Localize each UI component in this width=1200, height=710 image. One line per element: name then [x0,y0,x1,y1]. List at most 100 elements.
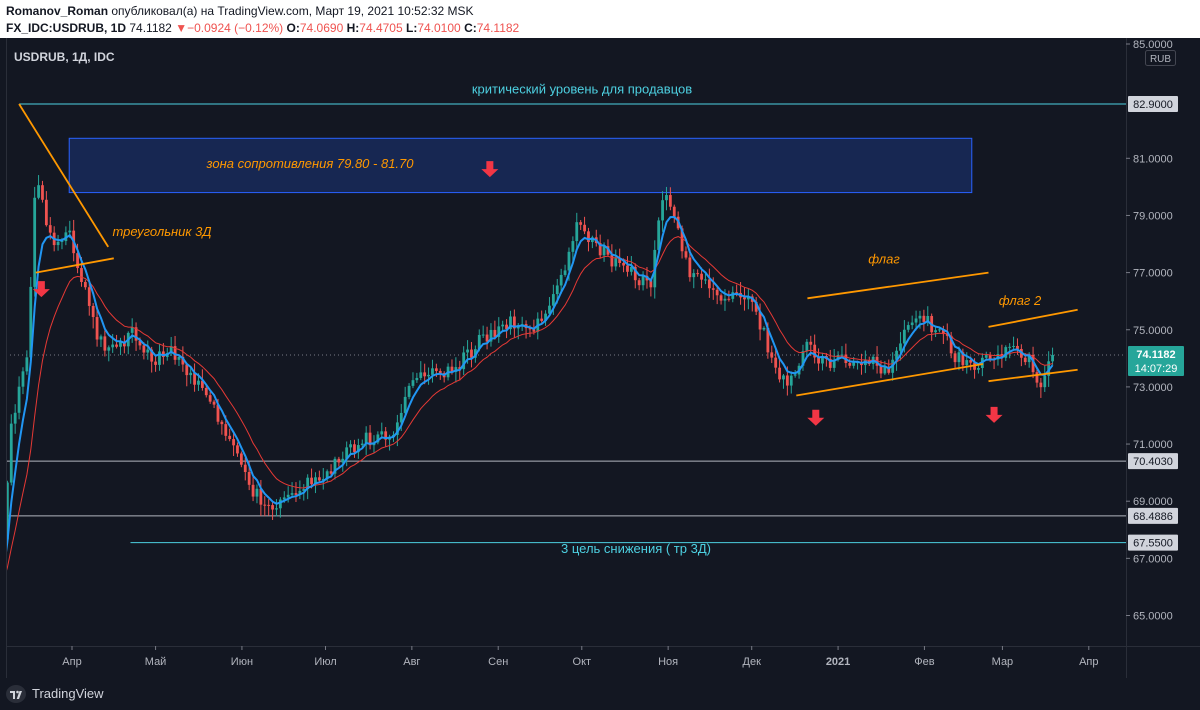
candle-body [555,285,559,295]
candle-body [29,286,33,358]
candle-body [700,273,703,280]
candle-body [836,355,840,360]
candle-body [48,225,52,233]
candle-body [941,329,945,335]
candle-body [321,479,325,481]
candle-body [945,334,949,336]
candle-body [918,315,922,319]
candle-body [949,335,953,354]
candle-body [111,344,115,348]
resistance-zone-label: зона сопротивления 79.80 - 81.70 [206,156,415,171]
candle-body [13,412,17,424]
candle-body [21,371,25,387]
candle-body [629,266,633,272]
candle-body [399,412,403,423]
candle-body [329,471,333,474]
candle-body [345,447,349,459]
critical-level-label: критический уровень для продавцов [472,81,692,96]
candle-body [770,352,774,358]
candle-body [563,270,567,275]
candle-body [1004,347,1008,358]
x-tick-label: Окт [573,656,592,668]
high-label: H: [346,21,360,35]
candle-body [902,329,906,344]
candle-body [271,505,274,510]
candle-body [232,439,235,446]
price-tag-label: 70.4030 [1133,456,1173,468]
candle-body [462,352,466,370]
candle-body [610,254,614,267]
published-text: опубликовал(а) на TradingView.com, Март … [111,4,474,18]
candle-body [485,334,489,342]
candle-body [481,334,485,336]
candle-body [793,374,797,376]
candle-body [571,241,575,252]
candle-body [434,368,438,371]
candle-body [255,488,259,497]
y-tick-label: 81.0000 [1133,153,1173,165]
price-tag-box [1128,96,1178,113]
footer-bar: TradingView [0,678,1200,710]
candle-body [411,380,415,386]
candle-body [953,353,957,363]
x-tick-label: Фев [914,656,934,668]
candle-body [470,349,473,358]
candle-body [325,471,329,480]
candle-body [403,396,407,413]
y-tick-label: 75.0000 [1133,325,1173,337]
candle-body [204,387,208,396]
candle-body [598,243,602,256]
x-tick-label: Авг [403,656,420,668]
currency-label: RUB [1150,54,1171,65]
candle-body [76,253,79,269]
candle-body [501,324,505,327]
candle-body [83,281,87,288]
price-tag-label: 82.9000 [1133,99,1173,111]
candle-body [341,458,345,463]
publish-header: Romanov_Roman опубликовал(а) на TradingV… [0,0,1200,38]
candle-body [984,355,988,358]
price-chart[interactable]: критический уровень для продавцов зона со… [0,38,1200,678]
patterns-layer [18,103,1078,426]
candle-body [914,318,918,323]
candle-body [575,222,579,242]
candle-body [809,341,813,345]
candle-body [193,372,196,385]
candle-body [1031,354,1035,373]
candle-body [477,334,481,350]
axes-layer: 85.0000 81.0000 79.0000 77.0000 75.0000 73.00… [6,38,1200,678]
candle-body [614,258,618,267]
candle-body [965,360,969,366]
chart-area[interactable]: критический уровень для продавцов зона со… [0,38,1200,678]
candle-body [169,346,173,354]
candle-body [887,366,891,373]
candle-body [801,351,805,366]
candle-body [743,297,746,300]
candle-body [302,489,306,491]
candle-body [637,280,641,286]
candle-body [622,262,625,266]
candle-body [294,493,298,495]
candle-body [450,366,454,372]
open-label: O: [286,21,300,35]
y-tick-label: 69.0000 [1133,496,1173,508]
candle-body [6,482,9,540]
candle-body [306,477,310,490]
tradingview-logo-icon[interactable] [6,685,26,703]
candle-body [641,275,645,286]
candle-body [275,508,278,510]
symbol-line: FX_IDC:USDRUB, 1D 74.1182 ▼−0.0924 (−0.1… [6,21,519,35]
candle-body [87,287,91,306]
candle-body [1039,382,1043,388]
candle-body [200,380,204,388]
candle-body [762,327,766,330]
candle-body [1012,345,1015,347]
tradingview-brand[interactable]: TradingView [32,686,104,701]
candle-body [431,368,434,375]
author-name[interactable]: Romanov_Roman [6,4,109,18]
candle-body [37,185,40,198]
candle-body [719,295,723,301]
candle-body [360,443,364,446]
candle-body [419,372,423,378]
candle-body [278,499,282,509]
